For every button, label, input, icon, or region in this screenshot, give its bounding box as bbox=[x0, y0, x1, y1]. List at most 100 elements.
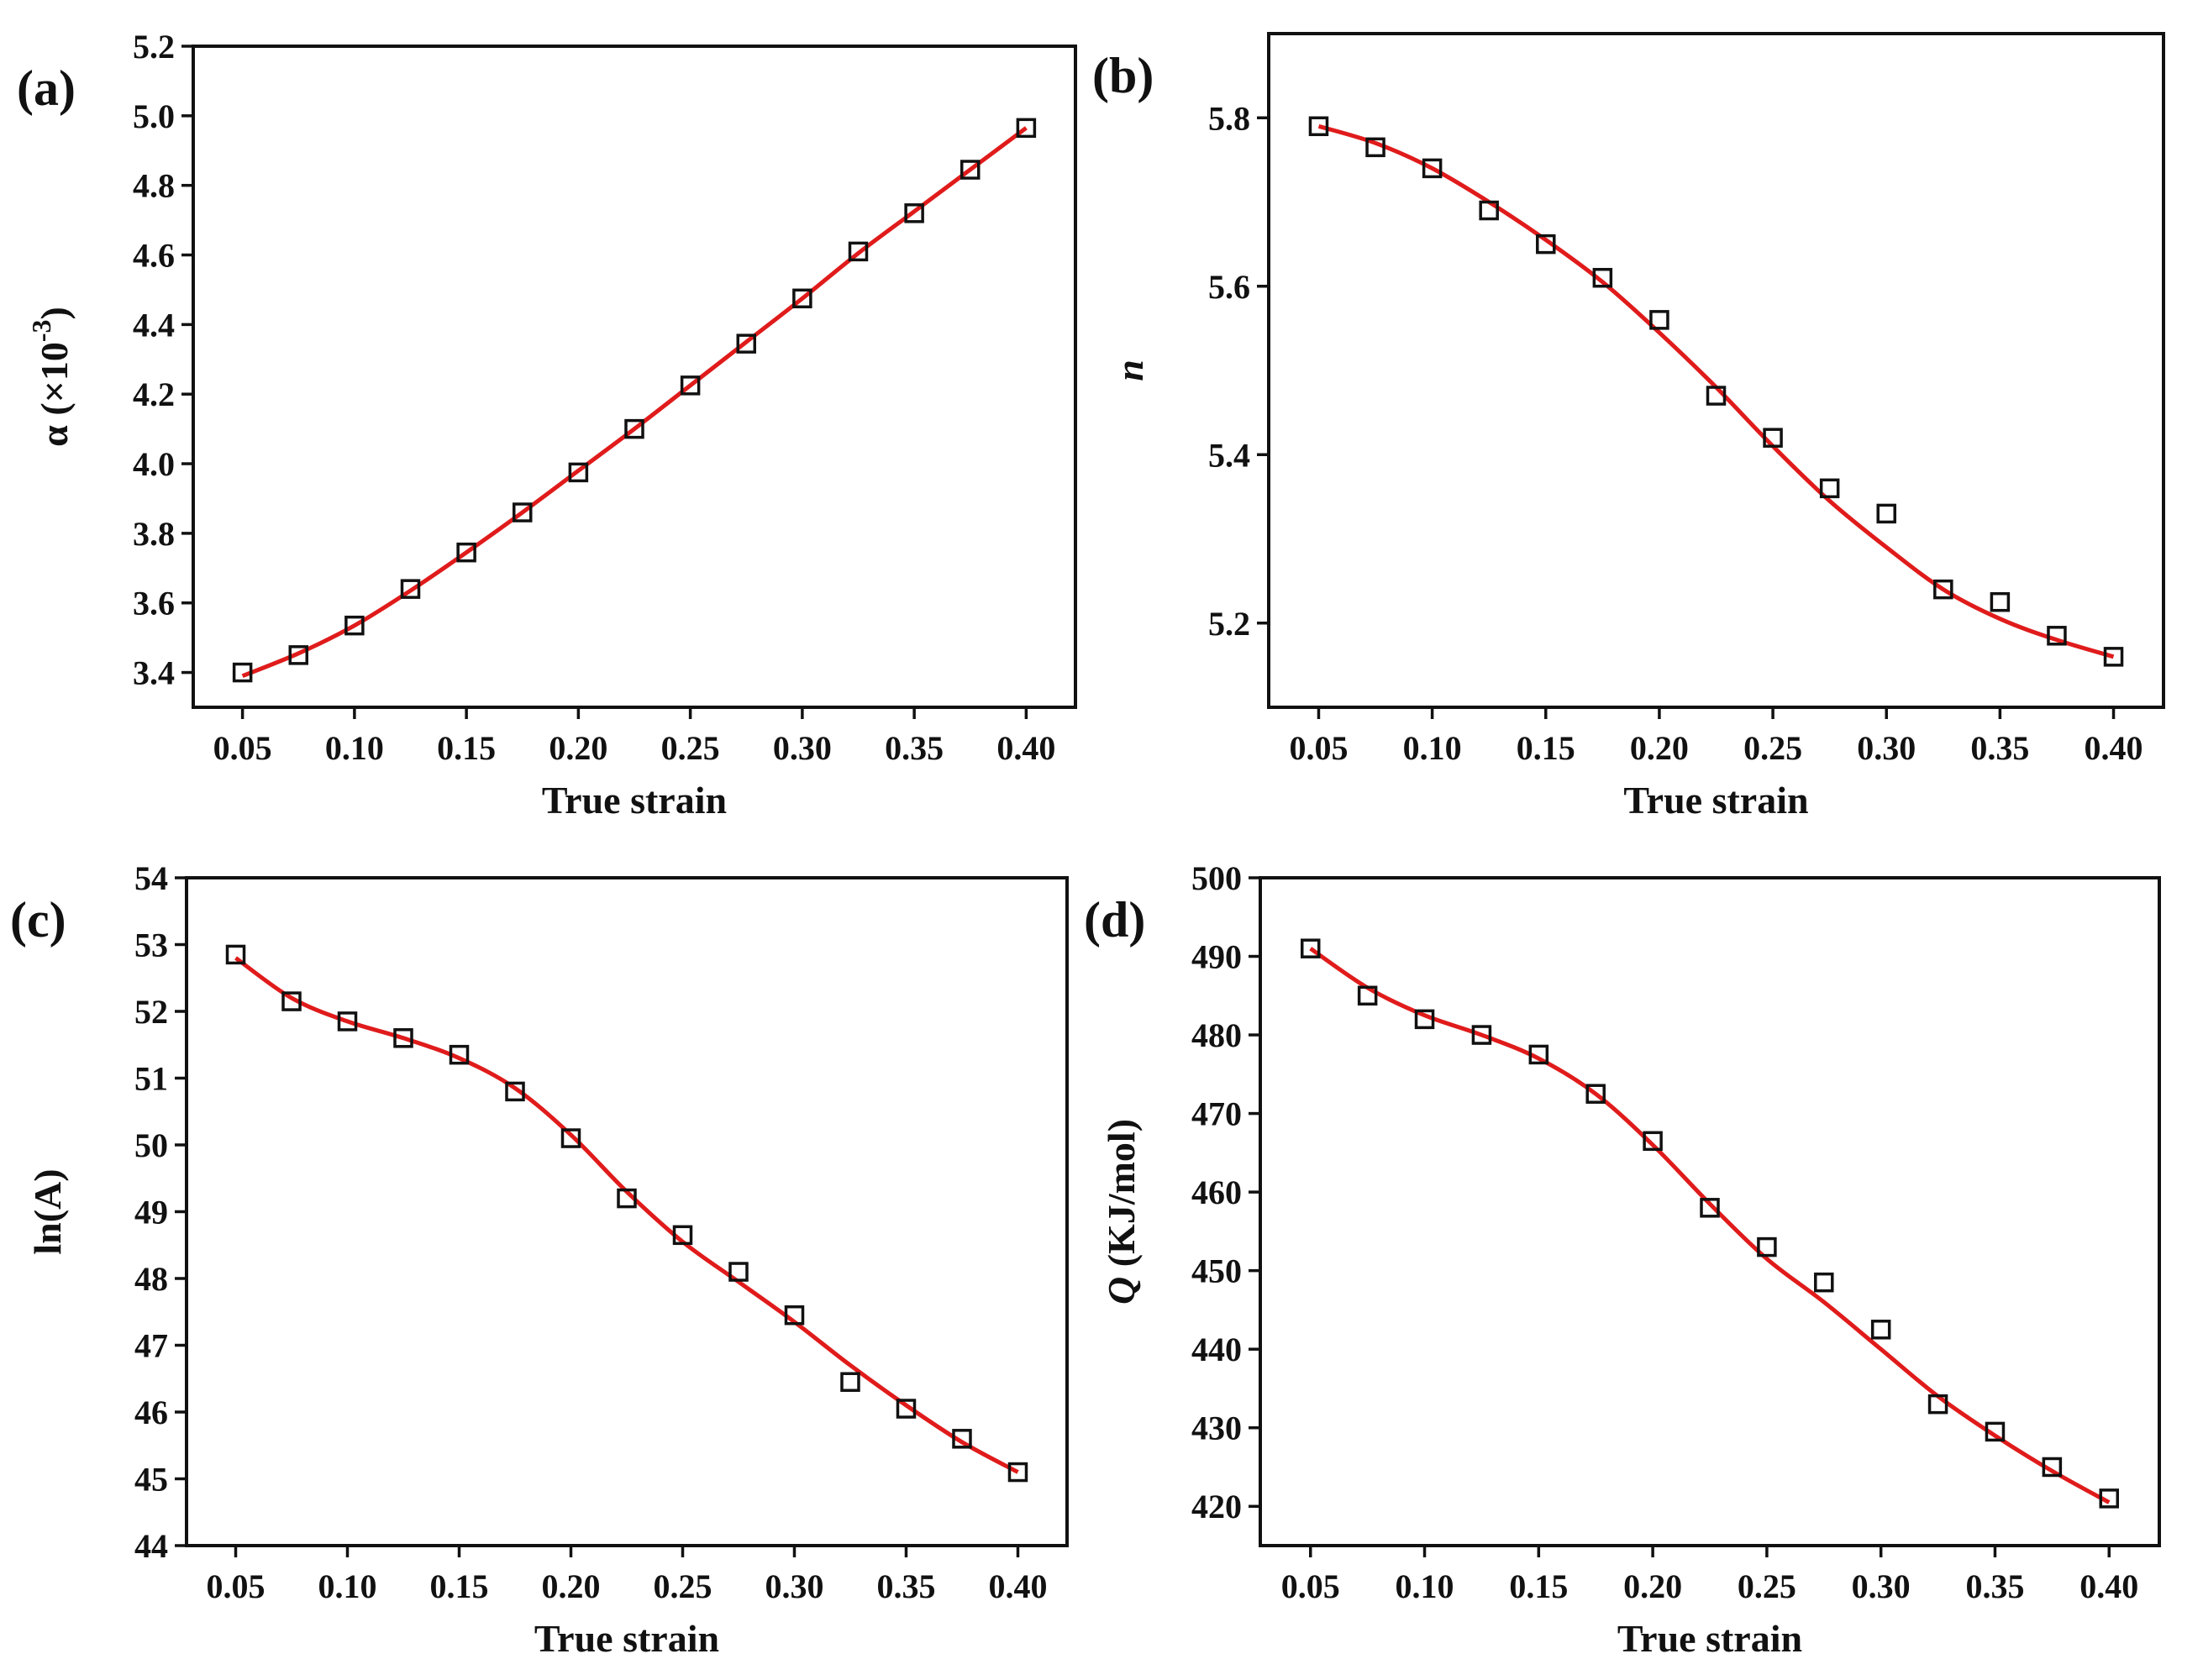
y-tick-label: 440 bbox=[1191, 1331, 1242, 1368]
data-point-marker bbox=[449, 1044, 470, 1065]
x-tick-label: 0.20 bbox=[549, 729, 607, 767]
data-point-marker bbox=[1876, 503, 1896, 524]
chart-panel-a: 0.05 0.10 0.15 0.20 0.25 0.30 0.35 0.40 3.4 3.6 3.… bbox=[17, 28, 1077, 822]
data-point-marker bbox=[1700, 1198, 1720, 1218]
x-axis-title: True strain bbox=[1617, 1617, 1802, 1660]
data-point-marker bbox=[784, 1305, 805, 1326]
y-axis-title: ln(A) bbox=[26, 1168, 69, 1254]
y-tick-label: 3.8 bbox=[133, 515, 175, 553]
x-tick-label: 0.35 bbox=[876, 1567, 935, 1605]
x-tick-label: 0.25 bbox=[653, 1567, 712, 1605]
x-tick-label: 0.40 bbox=[2079, 1567, 2138, 1605]
y-tick-label: 4.0 bbox=[133, 445, 175, 483]
x-tick-label: 0.40 bbox=[2085, 729, 2143, 767]
data-point-marker bbox=[1300, 938, 1321, 958]
x-tick-label: 0.15 bbox=[1517, 729, 1575, 767]
data-point-marker bbox=[1819, 478, 1840, 499]
data-point-marker bbox=[1933, 579, 1953, 600]
data-point-marker bbox=[1757, 1236, 1777, 1257]
panel-label: (b) bbox=[1092, 48, 1154, 103]
x-tick-label: 0.10 bbox=[325, 729, 384, 767]
y-tick-label: 5.0 bbox=[133, 97, 175, 135]
y-tick-label: 4.4 bbox=[133, 306, 175, 344]
x-tick-label: 0.05 bbox=[207, 1567, 266, 1605]
plot-frame bbox=[185, 876, 1069, 1547]
data-point-marker bbox=[1016, 118, 1037, 139]
x-tick-label: 0.25 bbox=[661, 729, 720, 767]
data-point-marker bbox=[728, 1262, 749, 1282]
data-point-marker bbox=[1592, 267, 1613, 288]
panel-label: (a) bbox=[17, 60, 76, 116]
fit-line bbox=[1309, 947, 2111, 1504]
x-tick-label: 0.10 bbox=[1403, 729, 1462, 767]
y-tick-label: 480 bbox=[1191, 1016, 1242, 1054]
data-point-marker bbox=[672, 1225, 693, 1246]
y-tick-label: 5.6 bbox=[1208, 268, 1250, 306]
data-point-marker bbox=[225, 944, 246, 965]
y-tick-label: 4.6 bbox=[133, 237, 175, 275]
y-tick-label: 4.2 bbox=[133, 375, 175, 413]
data-point-marker bbox=[840, 1372, 860, 1392]
plot-frame bbox=[1267, 32, 2165, 709]
data-point-marker bbox=[1990, 591, 2011, 612]
data-point-marker bbox=[1927, 1394, 1948, 1415]
y-tick-label: 460 bbox=[1191, 1173, 1242, 1211]
x-axis-title: True strain bbox=[542, 779, 727, 822]
data-point-marker bbox=[568, 462, 589, 483]
x-tick-label: 0.30 bbox=[773, 729, 832, 767]
x-tick-label: 0.25 bbox=[1738, 1567, 1796, 1605]
y-tick-label: 5.2 bbox=[1208, 605, 1250, 643]
data-point-marker bbox=[1357, 985, 1378, 1006]
x-tick-label: 0.15 bbox=[437, 729, 496, 767]
y-tick-label: 3.4 bbox=[133, 654, 175, 692]
y-tick-label: 46 bbox=[134, 1394, 168, 1431]
y-axis-title: n bbox=[1108, 360, 1151, 381]
x-tick-label: 0.20 bbox=[542, 1567, 601, 1605]
data-point-marker bbox=[1649, 310, 1669, 330]
data-point-marker bbox=[1870, 1320, 1891, 1340]
x-tick-label: 0.30 bbox=[765, 1567, 823, 1605]
fit-line bbox=[1317, 123, 2115, 659]
data-point-marker bbox=[1528, 1044, 1549, 1065]
panel-label: (c) bbox=[10, 892, 66, 948]
y-tick-label: 50 bbox=[134, 1126, 168, 1164]
data-point-marker bbox=[456, 542, 476, 563]
data-point-marker bbox=[560, 1128, 581, 1148]
data-point-marker bbox=[1985, 1421, 2006, 1442]
y-tick-label: 430 bbox=[1191, 1410, 1242, 1447]
data-point-marker bbox=[624, 418, 644, 439]
y-tick-label: 48 bbox=[134, 1260, 168, 1298]
y-tick-label: 52 bbox=[134, 993, 168, 1031]
data-point-marker bbox=[848, 241, 869, 262]
y-tick-label: 5.4 bbox=[1208, 436, 1250, 474]
data-point-marker bbox=[960, 160, 981, 180]
x-tick-label: 0.30 bbox=[1852, 1567, 1911, 1605]
data-point-marker bbox=[1414, 1009, 1435, 1030]
chart-panel-b: 0.05 0.10 0.15 0.20 0.25 0.30 0.35 0.40 5.2 5.4 5.… bbox=[1092, 32, 2165, 822]
data-point-marker bbox=[1643, 1131, 1663, 1152]
y-tick-label: 5.2 bbox=[133, 28, 175, 66]
x-tick-label: 0.05 bbox=[1289, 729, 1348, 767]
data-point-marker bbox=[344, 615, 365, 636]
data-point-marker bbox=[1471, 1025, 1492, 1045]
data-point-marker bbox=[1308, 116, 1329, 137]
y-tick-label: 54 bbox=[134, 859, 168, 897]
data-point-marker bbox=[904, 203, 924, 223]
x-tick-label: 0.30 bbox=[1857, 729, 1916, 767]
data-point-marker bbox=[1763, 428, 1783, 448]
data-point-marker bbox=[232, 662, 253, 683]
data-point-marker bbox=[736, 333, 756, 354]
data-point-marker bbox=[1422, 158, 1443, 179]
data-point-marker bbox=[2099, 1488, 2120, 1509]
data-point-marker bbox=[1536, 234, 1556, 255]
x-tick-label: 0.05 bbox=[1281, 1567, 1340, 1605]
y-tick-label: 49 bbox=[134, 1194, 168, 1231]
x-tick-label: 0.15 bbox=[1509, 1567, 1568, 1605]
x-tick-label: 0.10 bbox=[318, 1567, 377, 1605]
x-tick-label: 0.05 bbox=[213, 729, 272, 767]
data-point-marker bbox=[2047, 626, 2067, 646]
x-axis-title: True strain bbox=[1623, 779, 1808, 822]
y-axis-title: α (×10-3) bbox=[26, 307, 76, 447]
y-tick-label: 45 bbox=[134, 1461, 168, 1499]
